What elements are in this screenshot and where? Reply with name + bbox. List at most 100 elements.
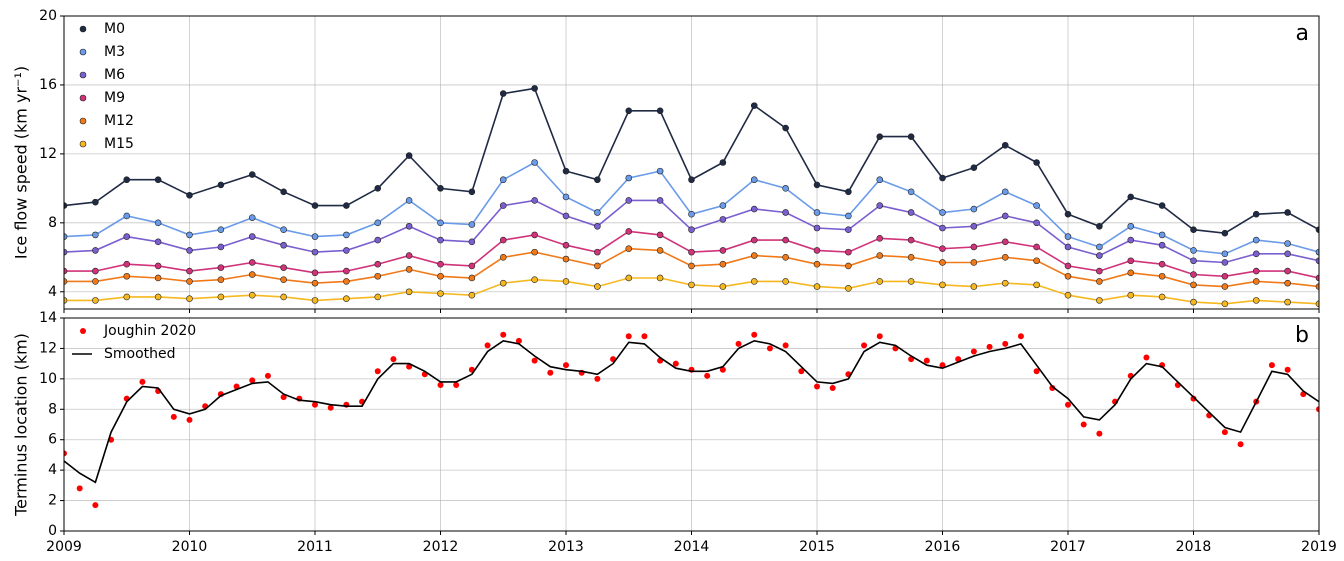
data-point xyxy=(907,278,915,285)
data-point xyxy=(970,222,978,230)
data-point xyxy=(1127,291,1135,299)
y-tick-label: 20 xyxy=(39,8,57,24)
data-point xyxy=(64,450,67,457)
data-point xyxy=(1127,269,1135,277)
data-point xyxy=(939,174,946,182)
data-point xyxy=(1033,243,1040,251)
x-tick-label: 2010 xyxy=(172,539,208,555)
data-point xyxy=(782,342,789,349)
data-point xyxy=(531,357,538,364)
data-point xyxy=(64,233,68,240)
data-point xyxy=(1252,210,1260,218)
data-point xyxy=(139,378,146,385)
data-point xyxy=(688,226,695,234)
x-tick-label: 2019 xyxy=(1301,539,1337,555)
data-point xyxy=(280,264,287,271)
data-point xyxy=(154,274,162,282)
data-point xyxy=(798,368,805,375)
data-point xyxy=(1127,236,1135,244)
data-point xyxy=(813,224,821,232)
data-point xyxy=(939,362,946,369)
data-point xyxy=(656,231,664,239)
data-point xyxy=(1190,395,1197,402)
data-point xyxy=(1252,278,1260,285)
data-point xyxy=(656,107,664,115)
data-point xyxy=(1190,281,1197,289)
data-point xyxy=(813,247,821,254)
data-point xyxy=(1096,222,1103,230)
y-axis-label: Terminus location (km) xyxy=(12,333,31,517)
data-point xyxy=(814,383,820,390)
data-point xyxy=(311,279,319,287)
data-point xyxy=(437,272,444,280)
data-point xyxy=(1158,231,1166,239)
data-point xyxy=(562,255,570,263)
data-point xyxy=(1315,248,1319,256)
data-point xyxy=(123,260,131,268)
legend-label: M9 xyxy=(104,90,125,106)
data-point xyxy=(1284,267,1291,275)
panel-label: a xyxy=(1296,21,1309,46)
data-point xyxy=(547,369,554,376)
data-point xyxy=(217,276,225,284)
data-point xyxy=(1190,298,1197,306)
data-point xyxy=(405,288,413,296)
data-point xyxy=(1190,271,1197,278)
x-tick-label: 2013 xyxy=(548,539,584,555)
data-point xyxy=(876,202,884,209)
y-axis-label: Ice flow speed (km yr⁻¹) xyxy=(12,66,31,259)
data-point xyxy=(970,259,978,266)
data-point xyxy=(641,333,648,340)
y-tick-label: 4 xyxy=(48,462,57,478)
data-point xyxy=(1252,236,1260,244)
data-point xyxy=(766,345,773,352)
data-point xyxy=(500,331,507,338)
data-point xyxy=(186,295,193,302)
data-point xyxy=(311,269,319,277)
data-point xyxy=(343,267,350,275)
data-point xyxy=(939,209,946,216)
data-point xyxy=(688,281,695,289)
data-point xyxy=(750,102,758,109)
data-point xyxy=(374,219,382,227)
data-point xyxy=(1284,366,1291,373)
data-point xyxy=(499,236,507,244)
data-point xyxy=(531,276,538,284)
data-point xyxy=(405,222,413,230)
data-point xyxy=(1001,238,1009,246)
data-point xyxy=(1001,253,1009,261)
data-point xyxy=(939,224,946,232)
data-point xyxy=(1190,257,1197,265)
data-point xyxy=(625,174,633,182)
x-tick-label: 2014 xyxy=(674,539,710,555)
data-point xyxy=(782,124,789,132)
data-point xyxy=(343,295,350,302)
data-point xyxy=(845,212,852,220)
data-point xyxy=(1096,243,1103,251)
data-point xyxy=(531,197,538,204)
data-point xyxy=(1064,262,1072,270)
data-point xyxy=(437,381,444,388)
x-tick-label: 2012 xyxy=(423,539,459,555)
data-point xyxy=(531,159,538,166)
data-point xyxy=(186,278,193,285)
data-point xyxy=(1284,240,1291,247)
data-point xyxy=(1033,159,1040,166)
data-point xyxy=(939,259,946,266)
data-point xyxy=(876,133,884,140)
data-point xyxy=(343,278,350,285)
data-point xyxy=(1127,257,1135,265)
data-point xyxy=(405,266,413,273)
data-point xyxy=(374,236,382,244)
data-point xyxy=(154,176,162,184)
data-point xyxy=(1017,333,1024,340)
data-point xyxy=(248,171,256,178)
data-point xyxy=(92,198,99,206)
data-point xyxy=(1158,272,1166,280)
data-point xyxy=(468,291,476,299)
data-point xyxy=(64,278,68,285)
data-point xyxy=(782,253,789,261)
y-tick-label: 14 xyxy=(39,310,57,326)
data-point xyxy=(625,333,632,340)
